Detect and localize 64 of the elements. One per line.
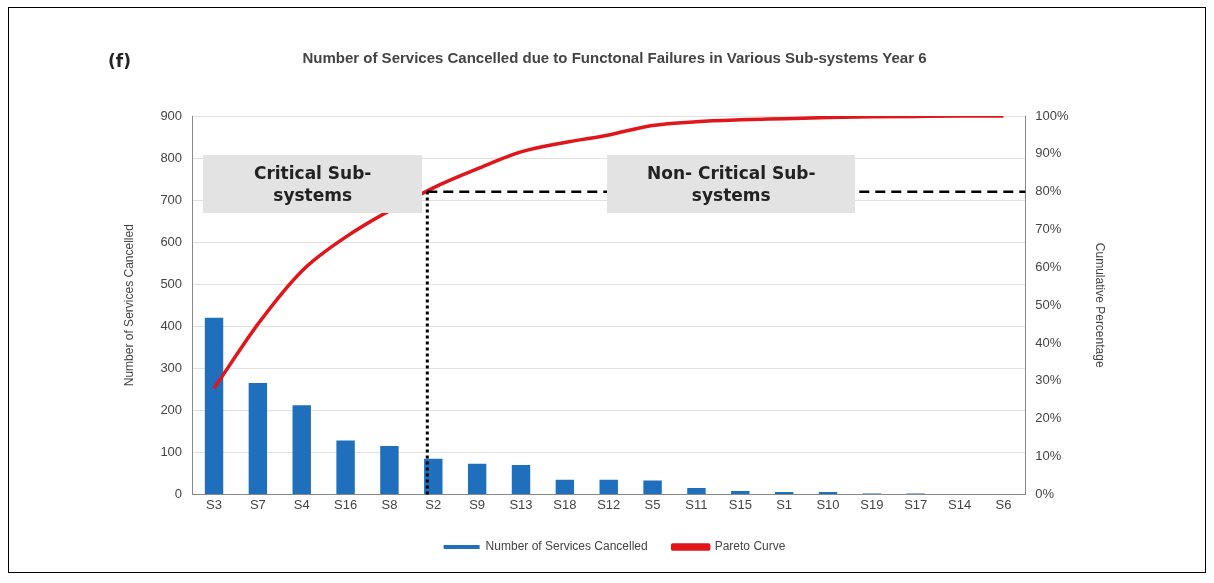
y2-tick-label: 40% [1035, 334, 1062, 350]
x-tick-label: S7 [249, 496, 266, 512]
x-tick-label: S11 [685, 496, 708, 512]
y-tick-label: 300 [160, 359, 183, 375]
y2-tick-label: 100% [1035, 107, 1070, 123]
x-tick-label: S17 [904, 496, 928, 512]
y-tick-label: 0 [174, 485, 183, 501]
legend-label: Pareto Curve [714, 539, 786, 554]
x-tick-label: S3 [206, 496, 222, 512]
label-box: Non- Critical Sub-systems [607, 154, 856, 213]
y-tick-label: 200 [160, 401, 183, 417]
bar [248, 382, 268, 494]
x-tick-label: S18 [553, 496, 577, 512]
bar [731, 491, 750, 494]
legend-label: Number of Services Cancelled [485, 539, 648, 554]
y-tick-label: 700 [160, 191, 183, 207]
y2-tick-label: 0% [1035, 485, 1055, 501]
x-tick-label: S1 [776, 496, 793, 512]
y2-tick-label: 10% [1035, 448, 1062, 464]
bar [643, 480, 662, 494]
bar [818, 491, 838, 494]
x-tick-label: S15 [728, 496, 752, 512]
x-tick-label: S19 [860, 496, 884, 512]
bar [336, 440, 355, 494]
chart-title: Number of Services Cancelled due to Functonal Failures in Various Sub-systems Year 6 [302, 49, 927, 67]
y2-tick-label: 30% [1035, 372, 1062, 388]
y2-axis-title: Cumulative Percentage [1093, 242, 1108, 368]
y-axis-title: Number of Services Cancelled [121, 224, 136, 387]
y2-tick-label: 60% [1035, 258, 1062, 274]
y2-tick-label: 90% [1035, 145, 1062, 161]
bar [687, 488, 706, 494]
text: (f) [108, 51, 131, 72]
label-box: Critical Sub-systems [203, 154, 423, 213]
x-tick-label: S8 [381, 496, 398, 512]
x-tick-label: S14 [948, 496, 972, 512]
bar [555, 479, 575, 494]
y-tick-label: 600 [160, 233, 183, 249]
x-tick-label: S10 [816, 496, 840, 512]
x-tick-label: S2 [425, 496, 442, 512]
y2-tick-label: 80% [1035, 183, 1062, 199]
x-tick-label: S12 [597, 496, 621, 512]
y-tick-label: 900 [160, 107, 183, 123]
y-tick-label: 100 [160, 443, 183, 459]
bar [204, 317, 224, 494]
bar [774, 491, 794, 494]
bar [599, 479, 618, 494]
x-tick-label: S4 [293, 496, 310, 512]
x-tick-label: S6 [995, 496, 1012, 512]
x-tick-label: S9 [469, 496, 486, 512]
y-tick-label: 500 [160, 275, 183, 291]
y2-tick-label: 50% [1035, 296, 1062, 312]
bar [424, 458, 443, 494]
line-series [212, 116, 1006, 391]
bar [511, 464, 531, 494]
y2-tick-label: 70% [1035, 221, 1062, 237]
bar [380, 446, 399, 494]
bar [292, 405, 311, 494]
bar [467, 463, 487, 494]
y2-tick-label: 20% [1035, 410, 1062, 426]
x-tick-label: S5 [644, 496, 661, 512]
x-tick-label: S13 [509, 496, 533, 512]
y-tick-label: 400 [160, 317, 183, 333]
y-tick-label: 800 [160, 149, 183, 165]
x-tick-label: S16 [334, 496, 358, 512]
